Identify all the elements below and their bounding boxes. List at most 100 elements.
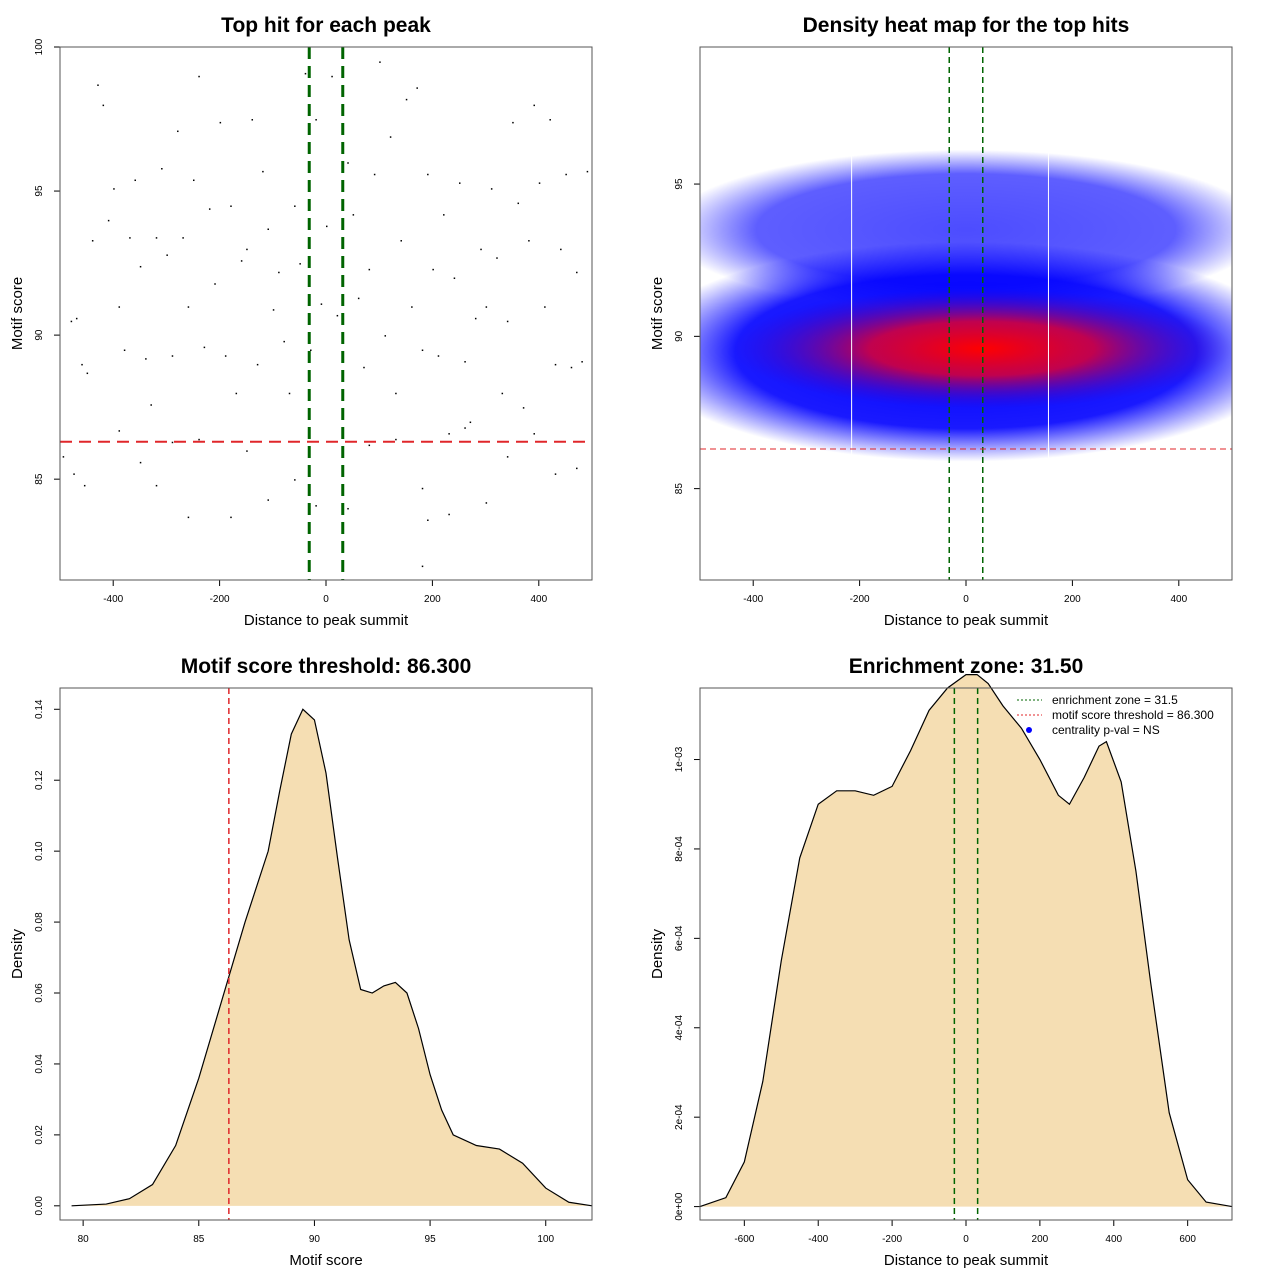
data-point: [474, 317, 477, 320]
data-point: [496, 257, 498, 259]
data-point: [453, 277, 456, 279]
data-point: [411, 306, 413, 308]
data-point: [118, 306, 121, 308]
data-point: [448, 433, 450, 435]
legend-dot: [1026, 727, 1032, 733]
data-point: [533, 433, 535, 435]
data-point: [246, 450, 248, 452]
x-tick-label: -600: [734, 1234, 754, 1245]
density-area: [700, 674, 1232, 1207]
y-tick-label: 0.14: [34, 699, 45, 719]
data-point: [272, 309, 275, 311]
x-tick-label: 0: [323, 594, 329, 605]
density-line: [71, 708, 593, 1207]
chart-title: Motif score threshold: 86.300: [181, 655, 472, 678]
data-point: [336, 314, 339, 317]
legend-entry: motif score threshold = 86.300: [1052, 708, 1214, 722]
x-tick-label: 200: [1064, 594, 1081, 605]
data-point: [102, 104, 105, 107]
legend-entry: enrichment zone = 31.5: [1052, 693, 1178, 707]
y-tick-label: 90: [674, 330, 685, 342]
data-point: [581, 361, 583, 363]
x-tick-label: 400: [530, 594, 547, 605]
data-point: [427, 173, 429, 176]
y-tick-label: 95: [34, 185, 45, 197]
data-point: [352, 214, 355, 216]
y-tick-label: 0.10: [34, 841, 45, 861]
data-point: [501, 392, 504, 395]
data-point: [506, 320, 509, 323]
data-point: [171, 355, 174, 357]
data-point: [464, 361, 466, 363]
heatmap-layer: [700, 47, 1232, 580]
data-point: [389, 136, 392, 138]
data-point: [522, 407, 525, 409]
x-tick-label: -400: [808, 1234, 828, 1245]
data-point: [320, 303, 323, 305]
data-point: [326, 225, 328, 228]
x-axis-label: Motif score: [289, 1252, 362, 1269]
x-tick-label: 400: [1105, 1234, 1122, 1245]
data-point: [166, 254, 168, 256]
data-point: [230, 516, 232, 519]
data-point: [405, 98, 408, 101]
data-point: [448, 513, 450, 516]
y-tick-label: 100: [34, 38, 45, 55]
y-tick-label: 0.02: [34, 1125, 45, 1145]
data-point: [357, 297, 360, 300]
data-point: [171, 441, 174, 444]
data-point: [533, 104, 535, 107]
data-point: [203, 346, 206, 349]
data-point: [469, 421, 472, 424]
data-point: [560, 248, 562, 251]
data-point: [485, 502, 488, 504]
y-tick-label: 0.00: [34, 1196, 45, 1216]
data-point: [310, 349, 312, 352]
y-tick-label: 0.04: [34, 1054, 45, 1074]
y-axis-label: Motif score: [649, 277, 666, 350]
x-tick-label: 400: [1170, 594, 1187, 605]
density-peak: [731, 288, 1232, 409]
data-point: [576, 467, 578, 470]
data-point: [512, 121, 514, 124]
chart-title: Enrichment zone: 31.50: [849, 655, 1084, 678]
data-point: [506, 456, 509, 458]
legend-entry: centrality p-val = NS: [1052, 723, 1160, 737]
data-point: [134, 179, 136, 182]
x-tick-label: 200: [1032, 1234, 1049, 1245]
data-point: [347, 162, 349, 164]
data-point: [246, 248, 248, 251]
data-point: [570, 366, 573, 369]
data-point: [83, 484, 86, 487]
data-point: [251, 119, 254, 121]
x-tick-label: 200: [424, 594, 441, 605]
data-point: [198, 438, 200, 441]
data-point: [161, 168, 163, 170]
data-point: [427, 519, 429, 521]
data-point: [528, 240, 530, 242]
x-axis-label: Distance to peak summit: [244, 612, 409, 629]
data-point: [256, 363, 259, 366]
y-tick-label: 0e+00: [674, 1192, 685, 1221]
data-point: [565, 173, 567, 176]
data-point: [384, 335, 387, 337]
data-point: [395, 438, 397, 441]
x-tick-label: -200: [882, 1234, 902, 1245]
data-point: [416, 87, 418, 89]
data-point: [208, 208, 211, 210]
y-tick-label: 2e-04: [674, 1104, 685, 1130]
data-point: [400, 240, 402, 242]
data-point: [395, 392, 397, 395]
data-point: [91, 240, 94, 242]
data-point: [459, 182, 461, 184]
data-point: [123, 349, 126, 352]
data-point: [315, 505, 317, 507]
y-axis-label: Density: [9, 928, 26, 979]
data-point: [443, 214, 445, 216]
data-point: [139, 461, 142, 464]
data-point: [240, 260, 243, 262]
data-point: [118, 430, 121, 432]
x-tick-label: 600: [1179, 1234, 1196, 1245]
data-point: [278, 271, 280, 274]
data-point: [219, 121, 222, 124]
